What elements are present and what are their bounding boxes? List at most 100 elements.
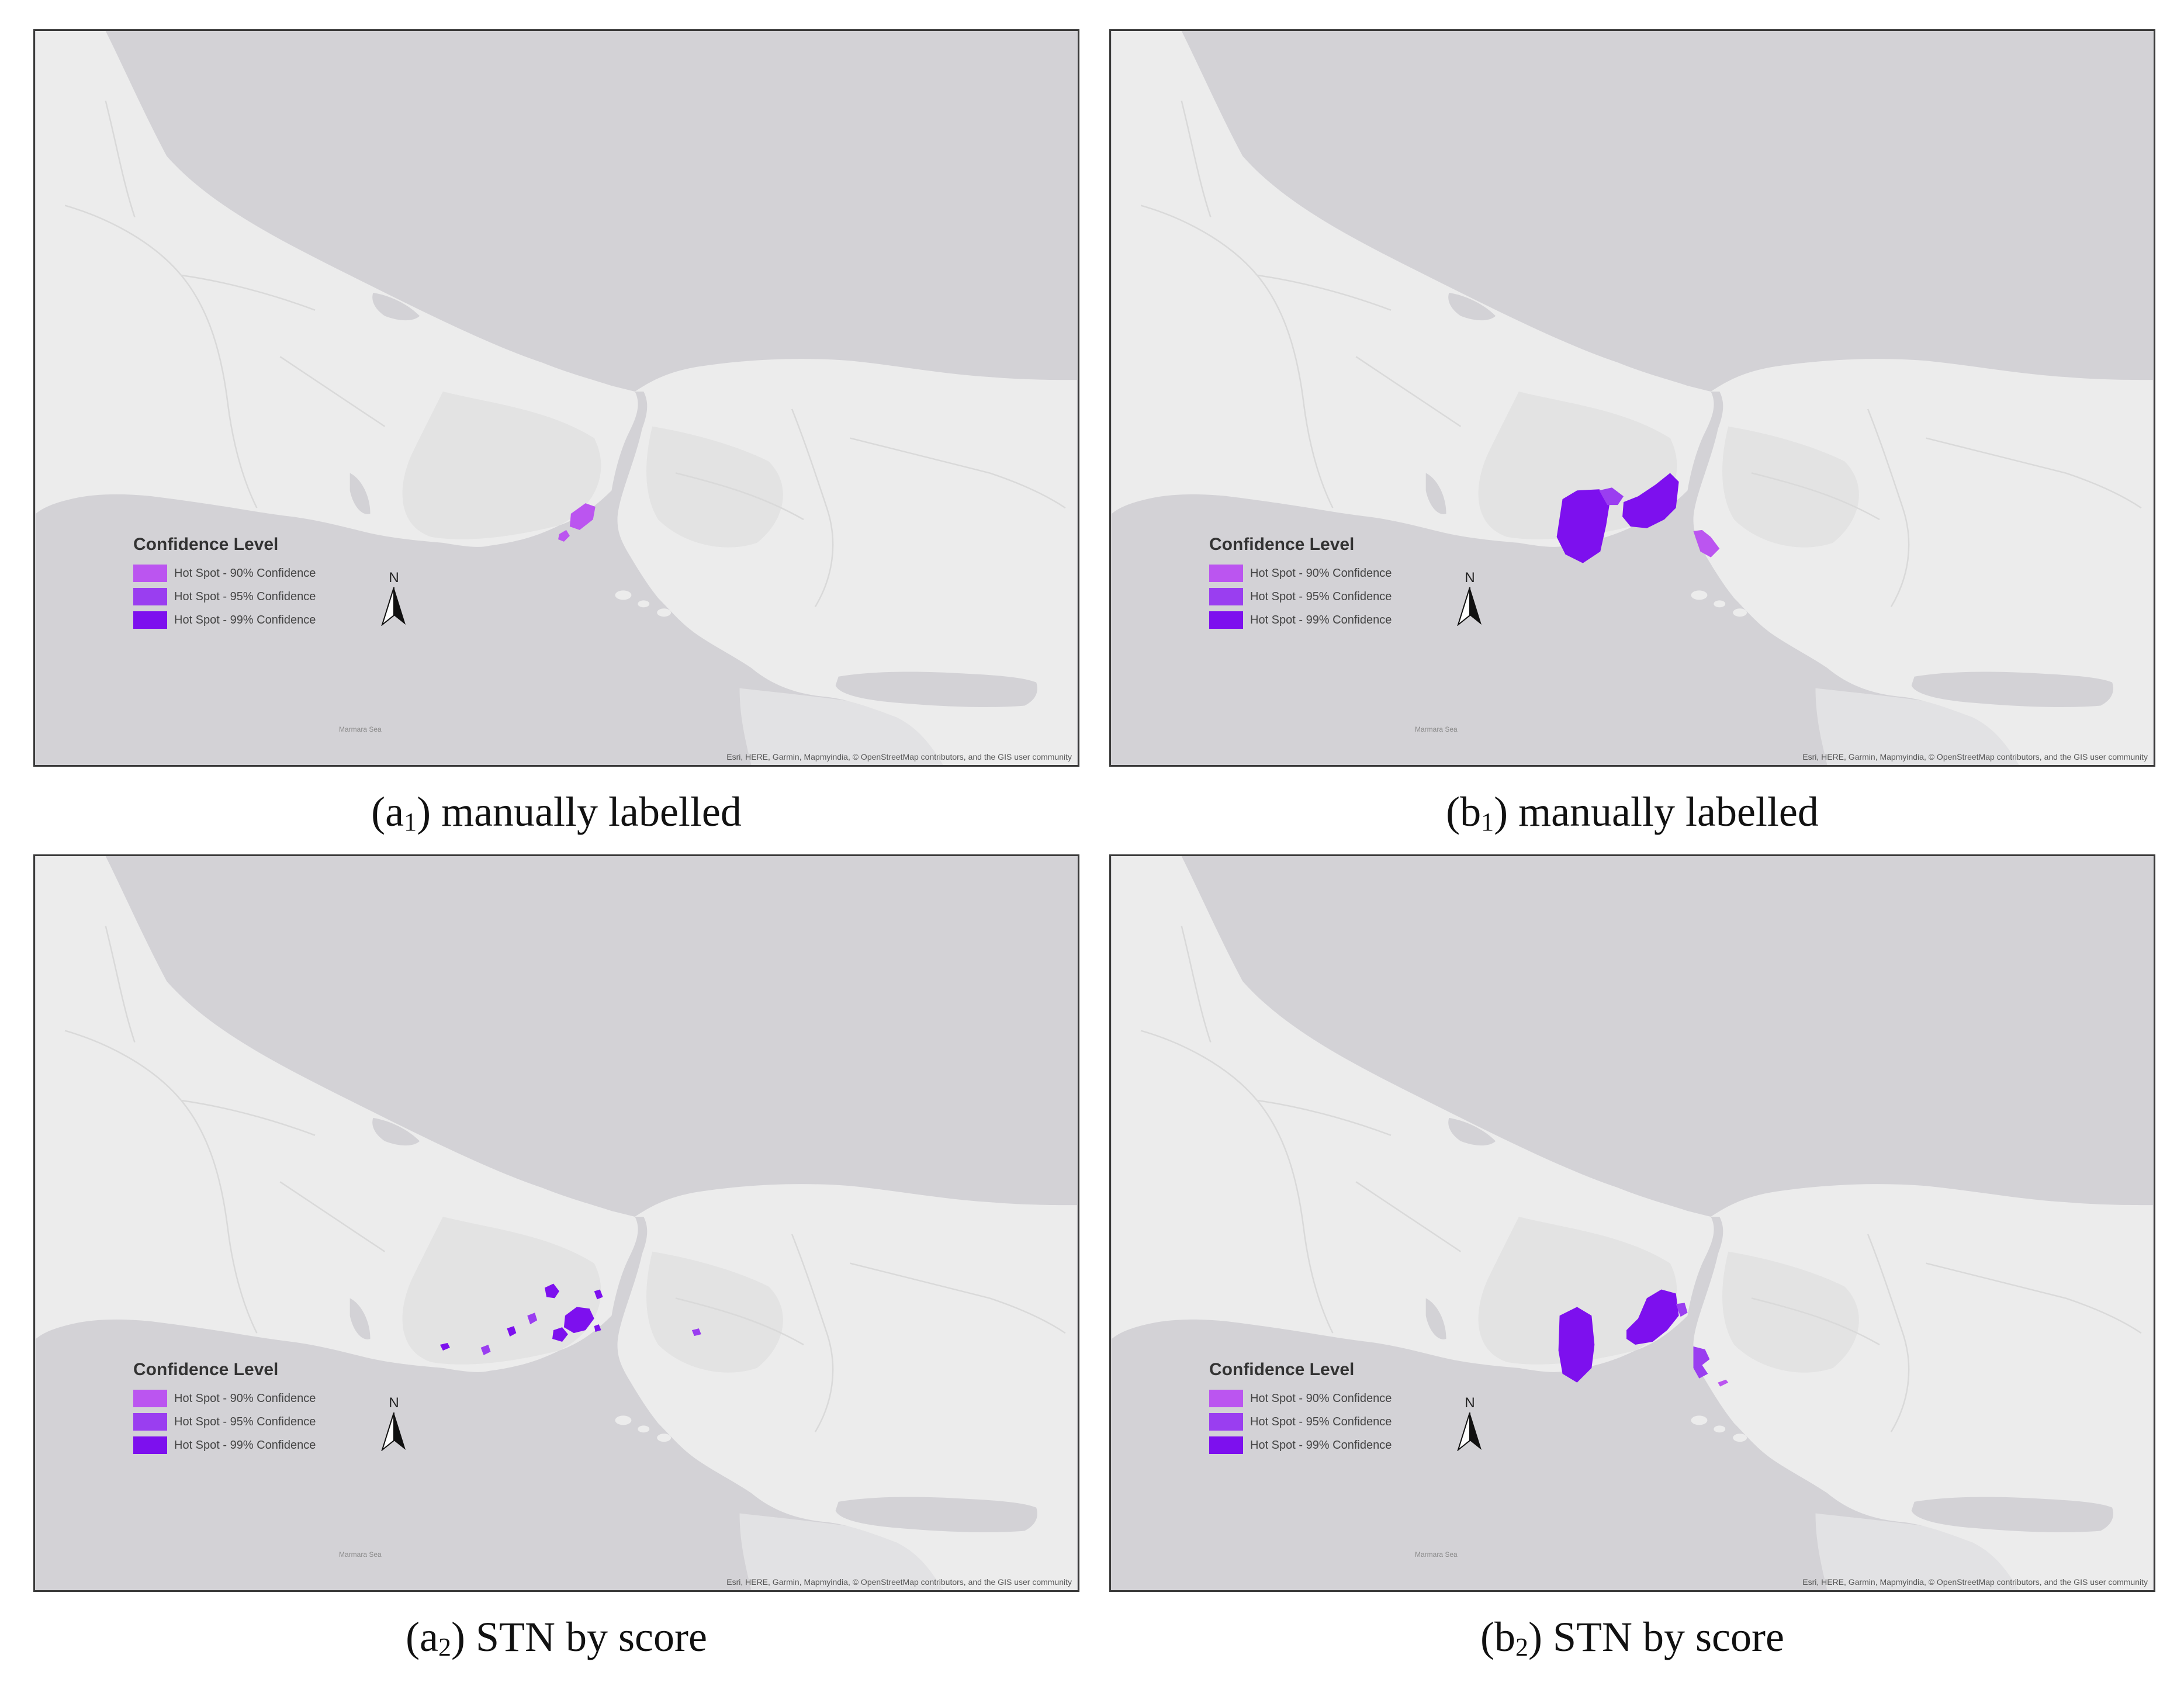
hotspot-99 bbox=[439, 1343, 450, 1351]
legend-item-90: Hot Spot - 90% Confidence bbox=[1209, 1387, 1392, 1410]
hotspot-99 bbox=[594, 1289, 603, 1300]
legend-label-99: Hot Spot - 99% Confidence bbox=[1250, 613, 1392, 626]
legend-swatch-95 bbox=[1209, 1413, 1243, 1431]
legend-swatch-90 bbox=[1209, 1390, 1243, 1407]
hotspot-layer bbox=[1556, 473, 1720, 563]
legend-item-99: Hot Spot - 99% Confidence bbox=[133, 1434, 316, 1457]
legend-title: Confidence Level bbox=[133, 535, 279, 554]
hotspot-99 bbox=[1558, 1307, 1595, 1383]
legend-item-99: Hot Spot - 99% Confidence bbox=[1209, 1434, 1392, 1457]
hotspot-layer bbox=[1558, 1289, 1729, 1387]
attribution: Esri, HERE, Garmin, Mapmyindia, © OpenSt… bbox=[726, 752, 1072, 761]
map-panel-b1: Confidence Level Hot Spot - 90% Confiden… bbox=[1109, 29, 2155, 767]
caption-subscript: 2 bbox=[438, 1633, 452, 1661]
caption-subscript: 2 bbox=[1515, 1633, 1529, 1661]
legend-item-99: Hot Spot - 99% Confidence bbox=[133, 608, 316, 632]
north-arrow-icon bbox=[1457, 1412, 1482, 1451]
caption-letter: a bbox=[420, 1614, 439, 1660]
legend-label-90: Hot Spot - 90% Confidence bbox=[174, 1391, 316, 1405]
legend-title: Confidence Level bbox=[133, 1360, 279, 1379]
legend-label-99: Hot Spot - 99% Confidence bbox=[174, 1438, 316, 1452]
legend-label-99: Hot Spot - 99% Confidence bbox=[174, 613, 316, 626]
hotspot-90 bbox=[1693, 529, 1720, 558]
map-panel-b2: Confidence Level Hot Spot - 90% Confiden… bbox=[1109, 854, 2155, 1592]
hotspot-99 bbox=[1622, 473, 1679, 528]
legend-item-95: Hot Spot - 95% Confidence bbox=[133, 585, 316, 608]
hotspot-95 bbox=[527, 1313, 538, 1325]
caption-a1: (a1) manually labelled bbox=[371, 788, 742, 836]
map-panel-a1: Confidence Level Hot Spot - 90% Confiden… bbox=[33, 29, 1079, 767]
legend-swatch-90 bbox=[133, 565, 167, 582]
hotspot-99 bbox=[1556, 489, 1611, 563]
legend-title: Confidence Level bbox=[1209, 535, 1355, 554]
map-canvas bbox=[35, 856, 1078, 1590]
legend-swatch-99 bbox=[133, 611, 167, 629]
caption-subscript: 1 bbox=[404, 808, 417, 836]
north-label: N bbox=[1465, 1395, 1475, 1411]
north-arrow-icon bbox=[1457, 587, 1482, 626]
legend-swatch-95 bbox=[133, 1413, 167, 1431]
hotspot-99 bbox=[507, 1326, 517, 1337]
legend-swatch-90 bbox=[133, 1390, 167, 1407]
north-arrow: N bbox=[380, 1395, 408, 1451]
caption-letter: a bbox=[385, 788, 404, 835]
legend: Confidence Level Hot Spot - 90% Confiden… bbox=[133, 1360, 316, 1457]
legend-title: Confidence Level bbox=[1209, 1360, 1355, 1379]
legend: Confidence Level Hot Spot - 90% Confiden… bbox=[1209, 535, 1392, 632]
caption-a2: (a2) STN by score bbox=[406, 1614, 707, 1661]
sea-label: Marmara Sea bbox=[339, 1550, 382, 1559]
caption-b2: (b2) STN by score bbox=[1480, 1614, 1784, 1661]
map-canvas bbox=[1111, 856, 2154, 1590]
legend-item-90: Hot Spot - 90% Confidence bbox=[1209, 562, 1392, 585]
caption-text: manually labelled bbox=[1518, 788, 1819, 835]
caption-b1: (b1) manually labelled bbox=[1446, 788, 1819, 836]
legend-item-95: Hot Spot - 95% Confidence bbox=[1209, 585, 1392, 608]
caption-letter: b bbox=[1460, 788, 1482, 835]
caption-text: STN by score bbox=[476, 1614, 707, 1660]
map-canvas bbox=[1111, 31, 2154, 765]
legend-swatch-95 bbox=[1209, 588, 1243, 605]
legend-label-90: Hot Spot - 90% Confidence bbox=[174, 566, 316, 580]
hotspot-layer bbox=[439, 1283, 701, 1355]
hotspot-99 bbox=[545, 1283, 559, 1299]
caption-letter: b bbox=[1494, 1614, 1516, 1660]
sea-label: Marmara Sea bbox=[1415, 1550, 1458, 1559]
legend-swatch-95 bbox=[133, 588, 167, 605]
map-panel-a2: Confidence Level Hot Spot - 90% Confiden… bbox=[33, 854, 1079, 1592]
caption-subscript: 1 bbox=[1481, 808, 1494, 836]
legend-swatch-99 bbox=[1209, 611, 1243, 629]
legend-swatch-99 bbox=[133, 1436, 167, 1454]
hotspot-95 bbox=[1599, 487, 1624, 506]
legend-item-90: Hot Spot - 90% Confidence bbox=[133, 562, 316, 585]
attribution: Esri, HERE, Garmin, Mapmyindia, © OpenSt… bbox=[1802, 752, 2148, 761]
north-arrow-icon bbox=[381, 1412, 406, 1451]
legend-item-90: Hot Spot - 90% Confidence bbox=[133, 1387, 316, 1410]
legend-item-95: Hot Spot - 95% Confidence bbox=[1209, 1410, 1392, 1434]
north-label: N bbox=[389, 1395, 399, 1411]
hotspot-95 bbox=[480, 1345, 491, 1355]
north-label: N bbox=[389, 570, 399, 586]
hotspot-99 bbox=[1626, 1289, 1679, 1345]
sea-label: Marmara Sea bbox=[1415, 725, 1458, 733]
legend-label-95: Hot Spot - 95% Confidence bbox=[174, 590, 316, 603]
legend-swatch-99 bbox=[1209, 1436, 1243, 1454]
hotspot-90 bbox=[1718, 1379, 1729, 1387]
legend-label-99: Hot Spot - 99% Confidence bbox=[1250, 1438, 1392, 1452]
north-arrow: N bbox=[1456, 570, 1484, 626]
hotspot-95 bbox=[691, 1328, 701, 1337]
legend-item-95: Hot Spot - 95% Confidence bbox=[133, 1410, 316, 1434]
north-arrow: N bbox=[380, 570, 408, 626]
hotspot-95 bbox=[1676, 1303, 1688, 1317]
hotspot-99 bbox=[552, 1327, 568, 1342]
attribution: Esri, HERE, Garmin, Mapmyindia, © OpenSt… bbox=[726, 1577, 1072, 1587]
legend: Confidence Level Hot Spot - 90% Confiden… bbox=[1209, 1360, 1392, 1457]
legend: Confidence Level Hot Spot - 90% Confiden… bbox=[133, 535, 316, 632]
legend-item-99: Hot Spot - 99% Confidence bbox=[1209, 608, 1392, 632]
legend-label-95: Hot Spot - 95% Confidence bbox=[1250, 1415, 1392, 1428]
north-label: N bbox=[1465, 570, 1475, 586]
north-arrow: N bbox=[1456, 1395, 1484, 1451]
north-arrow-icon bbox=[381, 587, 406, 626]
legend-label-90: Hot Spot - 90% Confidence bbox=[1250, 1391, 1392, 1405]
hotspot-99 bbox=[594, 1324, 601, 1332]
sea-label: Marmara Sea bbox=[339, 725, 382, 733]
